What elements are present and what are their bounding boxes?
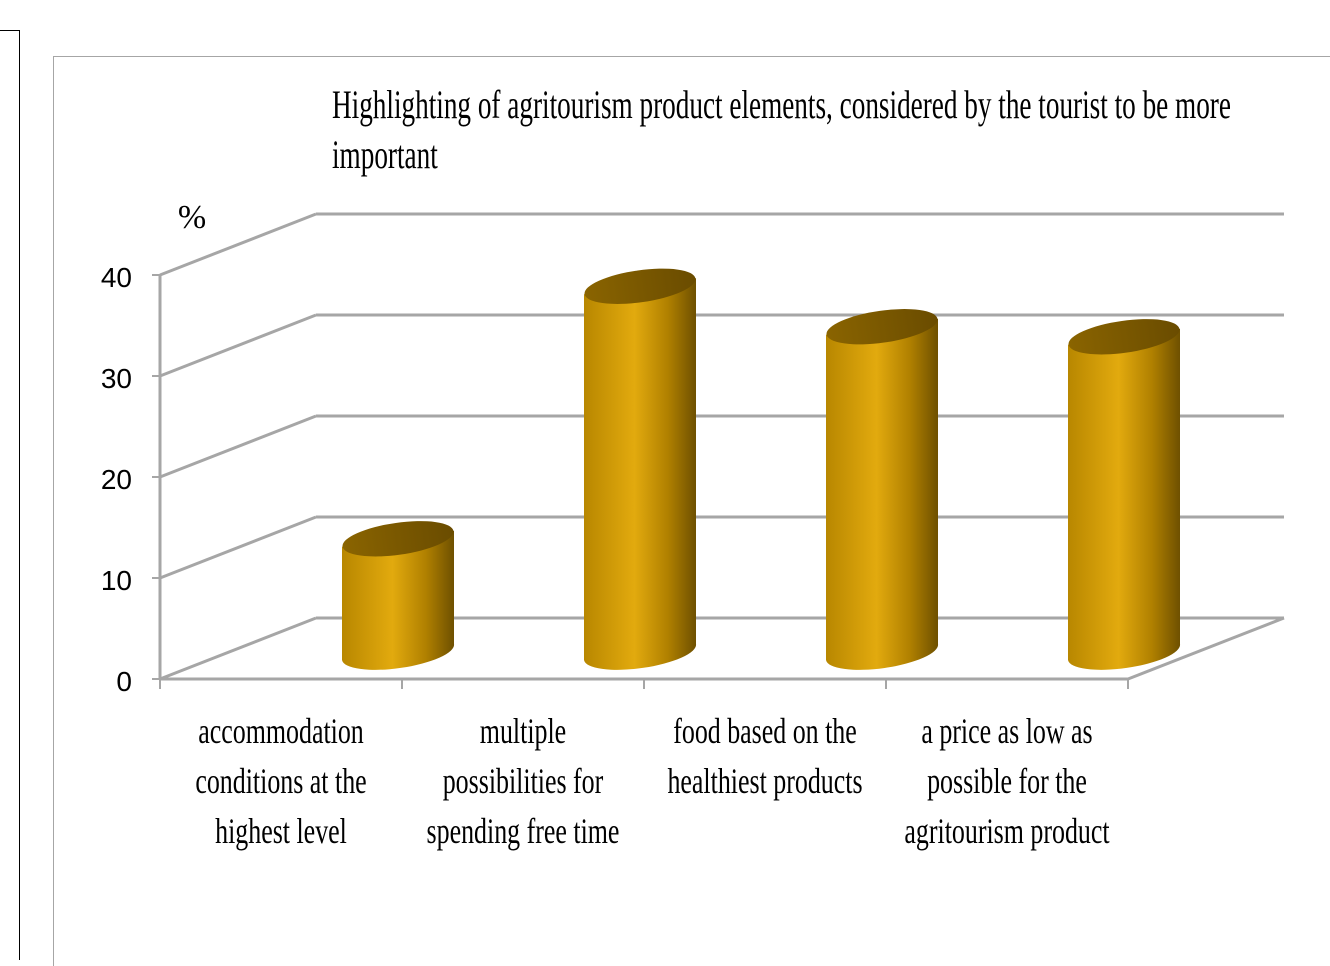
- y-tick-label: 40: [101, 262, 132, 293]
- x-tick-label: multiple possibilities for spending free…: [426, 711, 620, 851]
- left-border: [0, 30, 20, 960]
- bar-body: [826, 318, 939, 670]
- bar-body: [1068, 328, 1181, 670]
- side-gridline: [159, 616, 317, 681]
- bar: [1068, 319, 1181, 670]
- x-tick-label: food based on the healthiest products: [667, 711, 863, 801]
- bar-top: [584, 268, 696, 304]
- y-tick-label: 10: [101, 565, 132, 596]
- side-gridline: [159, 414, 317, 479]
- chart-frame: [53, 56, 1330, 966]
- x-tick-label: accommodation conditions at the highest …: [195, 711, 367, 851]
- chart-title: Highlighting of agritourism product elem…: [332, 82, 1231, 177]
- bar-top: [1068, 319, 1180, 355]
- y-axis-label: %: [178, 199, 206, 236]
- y-tick-label: 0: [116, 666, 132, 697]
- y-tick-label: 30: [101, 363, 132, 394]
- y-tick-label: 20: [101, 464, 132, 495]
- side-gridline: [159, 313, 317, 378]
- axis-layer: [152, 274, 1285, 689]
- side-gridline: [159, 212, 317, 277]
- bar-top: [342, 521, 454, 557]
- floor-right-edge: [1127, 616, 1285, 681]
- side-gridline: [159, 515, 317, 580]
- bar-body: [342, 530, 455, 670]
- tick-layer: 0 10 20 30 40: [101, 262, 132, 697]
- bar: [826, 309, 939, 670]
- bar: [342, 521, 455, 670]
- x-tick-label: a price as low as possible for the agrit…: [904, 711, 1110, 851]
- bar: [584, 268, 697, 670]
- bar-layer: [342, 268, 1181, 670]
- bar-body: [584, 278, 697, 670]
- bar-top: [826, 309, 938, 345]
